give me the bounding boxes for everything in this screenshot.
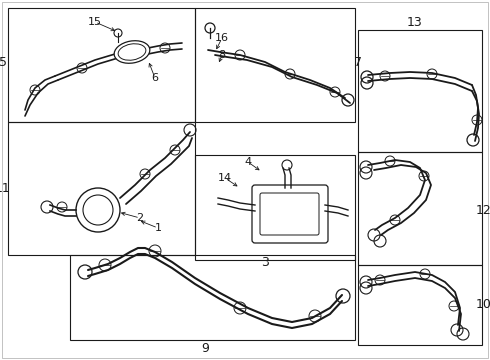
Bar: [70, 255, 355, 340]
Text: 12: 12: [476, 203, 490, 216]
Text: 9: 9: [201, 342, 209, 355]
Text: 7: 7: [354, 55, 362, 68]
Text: 11: 11: [0, 181, 11, 194]
Bar: [358, 152, 482, 265]
Text: 10: 10: [476, 298, 490, 311]
Ellipse shape: [114, 41, 150, 63]
Text: 13: 13: [407, 15, 423, 28]
Bar: [8, 122, 195, 255]
Bar: [195, 155, 355, 260]
FancyBboxPatch shape: [252, 185, 328, 243]
Bar: [195, 8, 355, 122]
Text: 15: 15: [88, 17, 102, 27]
Text: 1: 1: [154, 223, 162, 233]
Text: 2: 2: [136, 213, 144, 223]
Bar: [358, 265, 482, 345]
Text: 6: 6: [151, 73, 158, 83]
Bar: [8, 8, 195, 122]
Text: 16: 16: [215, 33, 229, 43]
Text: 5: 5: [0, 55, 7, 68]
Text: 4: 4: [245, 157, 251, 167]
Text: 8: 8: [219, 50, 225, 60]
Text: 14: 14: [218, 173, 232, 183]
Bar: [358, 30, 482, 152]
Text: 3: 3: [261, 256, 269, 270]
